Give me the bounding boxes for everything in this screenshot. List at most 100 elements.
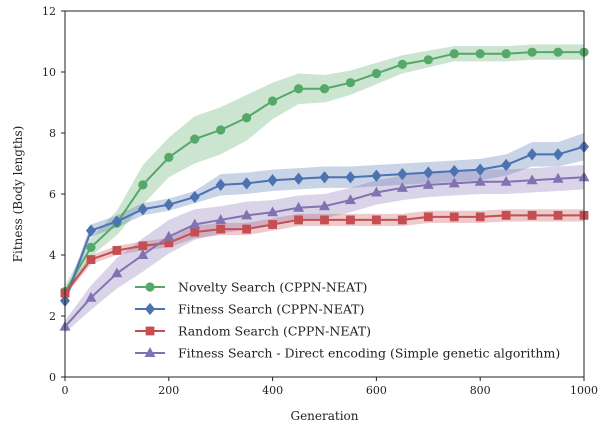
point-series-1 [86, 242, 96, 252]
point-series-4 [111, 267, 123, 278]
x-tick-label: 600 [366, 384, 387, 397]
point-series-2 [501, 158, 512, 172]
point-series-3 [216, 224, 226, 234]
point-series-1 [397, 59, 407, 69]
point-series-4 [189, 218, 201, 229]
point-series-3 [527, 210, 537, 220]
point-series-2 [215, 178, 226, 191]
legend-entry-label: Novelty Search (CPPN-NEAT) [178, 280, 367, 295]
point-series-3 [190, 227, 200, 237]
point-series-4 [370, 186, 382, 197]
legend: Novelty Search (CPPN-NEAT) Fitness Search… [135, 280, 560, 361]
point-series-1 [423, 55, 433, 65]
point-series-1 [527, 47, 537, 57]
point-series-1 [293, 84, 304, 94]
y-tick-label: 2 [49, 310, 56, 323]
x-tick-label: 1000 [570, 384, 598, 397]
point-series-3 [371, 215, 381, 225]
y-tick-label: 6 [49, 188, 56, 201]
x-tick-label: 400 [262, 384, 283, 397]
legend-marker [145, 326, 155, 336]
point-series-2 [371, 169, 382, 182]
y-axis-ticks: 0 2 4 6 8 10 12 [42, 5, 65, 384]
point-series-2 [85, 224, 96, 237]
point-series-1 [267, 96, 278, 106]
point-series-3 [242, 224, 252, 234]
point-series-3 [475, 212, 485, 222]
y-tick-label: 0 [49, 371, 56, 384]
point-series-1 [164, 152, 174, 162]
point-series-1 [138, 180, 148, 190]
point-series-2 [423, 166, 434, 179]
point-series-2 [163, 198, 174, 211]
point-series-2 [319, 171, 330, 184]
point-series-2 [397, 168, 408, 181]
point-series-4 [163, 230, 175, 241]
legend-marker [145, 282, 155, 292]
point-series-4 [267, 206, 279, 217]
legend-entry-label: Fitness Search - Direct encoding (Simple… [178, 346, 560, 361]
point-series-2 [241, 177, 252, 190]
series-markers [59, 47, 590, 331]
point-series-3 [268, 220, 278, 229]
point-series-4 [344, 194, 356, 205]
point-series-2 [267, 174, 278, 187]
x-tick-label: 800 [470, 384, 491, 397]
point-series-2 [137, 203, 148, 216]
legend-entry-label: Fitness Search (CPPN-NEAT) [178, 302, 364, 317]
legend-marker [144, 347, 156, 358]
y-axis-label: Fitness (Body lengths) [11, 126, 25, 263]
legend-entry-label: Random Search (CPPN-NEAT) [178, 324, 371, 339]
point-series-3 [449, 212, 459, 222]
point-series-3 [553, 210, 563, 220]
point-series-2 [449, 164, 460, 178]
point-series-3 [86, 255, 96, 264]
point-series-2 [527, 148, 538, 161]
point-series-2 [189, 190, 200, 204]
point-series-4 [552, 172, 564, 183]
point-series-1 [553, 47, 563, 57]
point-series-4 [293, 201, 305, 212]
point-series-2 [553, 148, 564, 161]
point-series-4 [319, 200, 330, 211]
x-axis-label: Generation [290, 409, 358, 423]
point-series-1 [319, 84, 330, 94]
x-axis-ticks: 0 200 400 600 800 1000 [62, 377, 598, 397]
point-series-1 [371, 68, 381, 79]
point-series-3 [112, 246, 122, 255]
point-series-1 [345, 78, 356, 88]
point-series-3 [346, 215, 355, 225]
point-series-3 [423, 212, 433, 222]
point-series-1 [449, 49, 459, 59]
point-series-4 [474, 175, 486, 186]
point-series-4 [241, 209, 253, 220]
point-series-1 [501, 49, 511, 59]
y-tick-label: 4 [49, 249, 56, 262]
y-tick-label: 12 [42, 5, 56, 18]
x-tick-label: 0 [62, 384, 69, 397]
point-series-1 [475, 49, 485, 59]
point-series-2 [293, 172, 304, 185]
point-series-1 [216, 125, 226, 135]
point-series-4 [85, 291, 97, 302]
point-series-2 [345, 171, 356, 184]
point-series-4 [396, 182, 408, 192]
point-series-2 [111, 215, 122, 228]
point-series-3 [294, 215, 303, 225]
point-series-3 [501, 210, 511, 220]
point-series-4 [448, 177, 460, 188]
point-series-3 [138, 241, 148, 251]
point-series-2 [475, 163, 486, 176]
legend-marker [144, 302, 156, 316]
point-series-3 [397, 215, 407, 225]
band-series-1 [65, 44, 584, 298]
point-series-4 [526, 174, 538, 185]
y-tick-label: 8 [49, 127, 56, 140]
point-series-3 [320, 215, 329, 225]
point-series-1 [190, 134, 200, 144]
point-series-4 [500, 175, 512, 186]
point-series-4 [215, 214, 227, 224]
point-series-4 [137, 249, 149, 260]
x-tick-label: 200 [158, 384, 179, 397]
